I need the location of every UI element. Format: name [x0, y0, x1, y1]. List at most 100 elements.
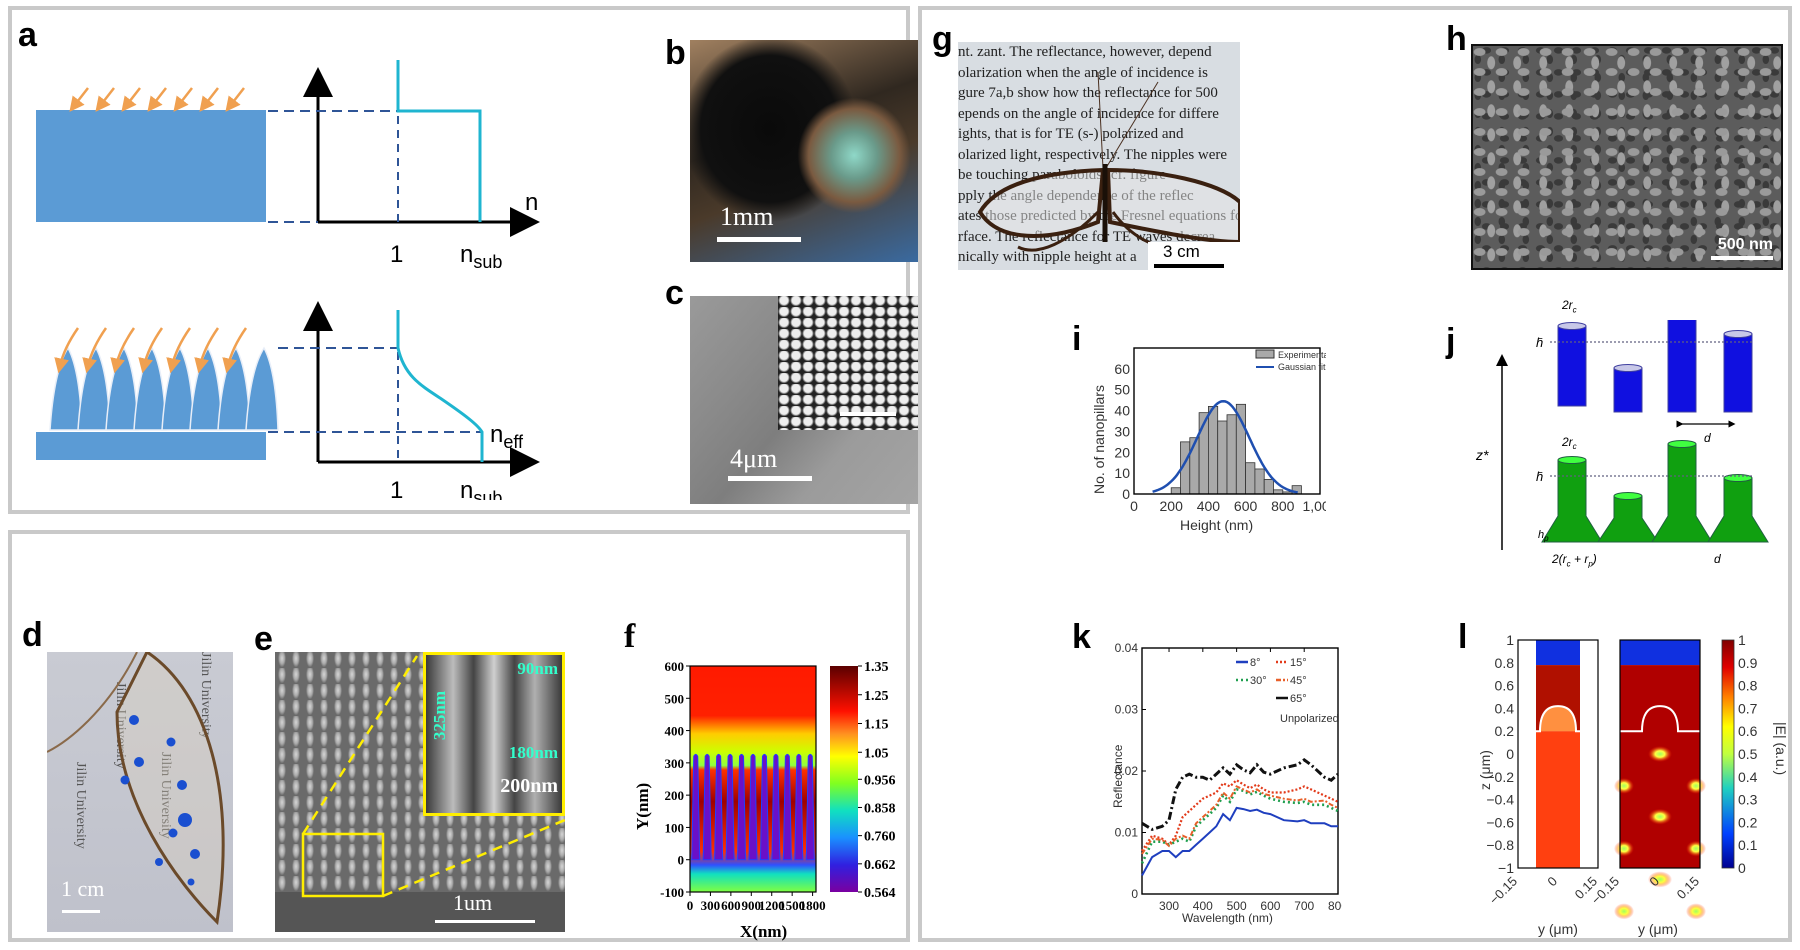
i-bar [1254, 468, 1265, 495]
tick-one-bottom: 1 [390, 477, 403, 500]
scale-bar-h [1711, 256, 1773, 260]
l-colorbar-tick-label: 0.9 [1738, 655, 1758, 671]
background-text-column: Jilin University [112, 682, 128, 769]
index-profile-step [396, 60, 482, 222]
l-ytick-label: 0.8 [1495, 655, 1515, 671]
l-colorbar-tick-label: 1 [1738, 632, 1746, 648]
panel-label-e: e [254, 620, 273, 658]
l-left-dome [1536, 705, 1580, 733]
inset-scale-bar-c [840, 412, 896, 416]
f-xtick-label: 600 [721, 898, 741, 913]
f-ytick-label: 100 [665, 820, 685, 835]
i-bar [1226, 414, 1237, 495]
k-legend-label: 15° [1290, 657, 1307, 669]
l-ytick-label: 1 [1506, 632, 1514, 648]
page-text-line: ights, that is for TE (s-) polarized and [958, 126, 1184, 142]
j-base-width-label: 2(rc + rp) [1552, 552, 1597, 568]
f-colorbar-tick-label: 0.760 [864, 830, 896, 845]
panel-label-i: i [1072, 320, 1082, 358]
panel-label-h: h [1446, 20, 1467, 58]
wing-outline [47, 652, 225, 926]
l-xtick-label: 0.15 [1674, 874, 1703, 903]
j-hbar-label-top: h̄ [1536, 335, 1543, 350]
k-series-65deg [1141, 758, 1340, 832]
i-xtick-label: 800 [1271, 498, 1295, 514]
j-base-width-part: p [1588, 559, 1593, 569]
l-right-air [1620, 640, 1700, 666]
f-xtick-label: 0 [687, 898, 694, 913]
l-right-field-minimum [1686, 777, 1706, 794]
i-legend-gaussian: Gaussian fit [1278, 362, 1326, 372]
l-colorbar-ticks: 1 0.9 0.8 0.7 0.6 0.5 0.4 0.3 0.2 0.1 0 [1738, 632, 1758, 876]
j-base-height-label: hp [1538, 529, 1549, 543]
panel-label-f: f [624, 618, 636, 655]
j-spacing-label-top: d [1704, 431, 1711, 445]
i-bar [1263, 478, 1274, 495]
j-base-width-part: ) [1592, 552, 1597, 566]
i-bar [1208, 406, 1219, 495]
butterfly-wings [977, 71, 1240, 253]
l-right-field-minimum [1614, 840, 1634, 857]
l-colorbar-tick-label: 0.3 [1738, 792, 1758, 808]
panel-label-a: a [18, 16, 37, 54]
panel-label-j: j [1446, 322, 1456, 360]
label-nsub-bottom: nsub [460, 477, 502, 500]
l-left-substrate [1536, 731, 1580, 868]
l-right-field-minimum [1686, 840, 1706, 857]
f-colorbar-tick-label: 1.35 [864, 660, 889, 675]
f-colorbar-tick-label: 0.956 [864, 773, 896, 788]
background-text-column: Jilin University [157, 752, 173, 839]
f-ytick-label: -100 [660, 885, 684, 900]
l-ytick-label: 0.6 [1495, 678, 1515, 694]
i-legend: Experimental Gaussian fit [1255, 349, 1326, 372]
i-ytick-label: 50 [1114, 382, 1130, 398]
incident-light-arrows-bottom [54, 327, 248, 374]
inset-label-height: 325nm [430, 691, 449, 741]
glasswing-butterfly-photo: nt. zant. The reflectance, however, depe… [958, 42, 1240, 270]
panel-k-line-chart: 0 0.01 0.02 0.03 0.04 300 400 500 600 700 800 8° 15… [1111, 641, 1342, 925]
f-xtick-label: 1200 [759, 898, 785, 913]
i-legend-experimental: Experimental [1278, 350, 1326, 360]
l-right-field-minimum [1648, 808, 1672, 825]
sem-inset-e: 90nm 325nm 180nm 200nm [423, 652, 565, 816]
moth-eye-substrate [36, 432, 266, 460]
k-ytick-label: 0.04 [1115, 641, 1139, 655]
i-xtick-label: 600 [1234, 498, 1258, 514]
l-colorbar-tick-label: 0.2 [1738, 814, 1758, 830]
f-ytick-label: 600 [665, 659, 685, 674]
i-xlabel: Height (nm) [1180, 517, 1253, 533]
panel-label-l: l [1458, 618, 1468, 656]
l-ytick-label: 0.4 [1495, 700, 1515, 716]
l-maps [1517, 639, 1706, 920]
panel-l-field-maps: −0.15 0 0.15−0.15 0 0.1510.80.60.40.20−0.2−0… [1477, 632, 1789, 937]
moth-eye-nanostructure [49, 346, 279, 431]
j-hbar-label-bottom: h̄ [1536, 469, 1543, 484]
scale-bar-label-g: 3 cm [1163, 242, 1200, 261]
i-plot-border [1133, 347, 1321, 495]
f-xtick-label: 1500 [779, 898, 805, 913]
l-map-border [1517, 639, 1599, 869]
i-ytick-label: 60 [1114, 361, 1130, 377]
l-xtick-label: 0 [1544, 874, 1560, 890]
l-xtick-label: −0.15 [1486, 874, 1520, 908]
k-legend: 8° 15° 30° 45° 65° Unpolarized [1236, 657, 1339, 725]
background-text-column: Jilin University [73, 762, 88, 849]
f-pillar [748, 753, 758, 861]
k-legend-label: 65° [1290, 693, 1307, 705]
f-plot-border [689, 665, 817, 893]
flat-substrate [36, 110, 266, 222]
k-xtick-label: 600 [1260, 899, 1280, 913]
j-base-width-part: + r [1570, 552, 1589, 566]
l-ytick-label: 0.2 [1495, 723, 1515, 739]
panel-label-k: k [1072, 618, 1091, 656]
k-legend-label: Unpolarized [1280, 713, 1339, 725]
l-colorbar-tick-label: 0.8 [1738, 678, 1758, 694]
i-ytick-label: 30 [1114, 423, 1130, 439]
k-series-15deg [1141, 778, 1339, 852]
l-left-air [1536, 640, 1580, 666]
f-colorbar-tick-label: 1.15 [864, 718, 889, 733]
scale-bar-label-b: 1mm [720, 202, 774, 231]
i-bar [1170, 487, 1181, 495]
l-right-field-minimum [1614, 903, 1634, 920]
